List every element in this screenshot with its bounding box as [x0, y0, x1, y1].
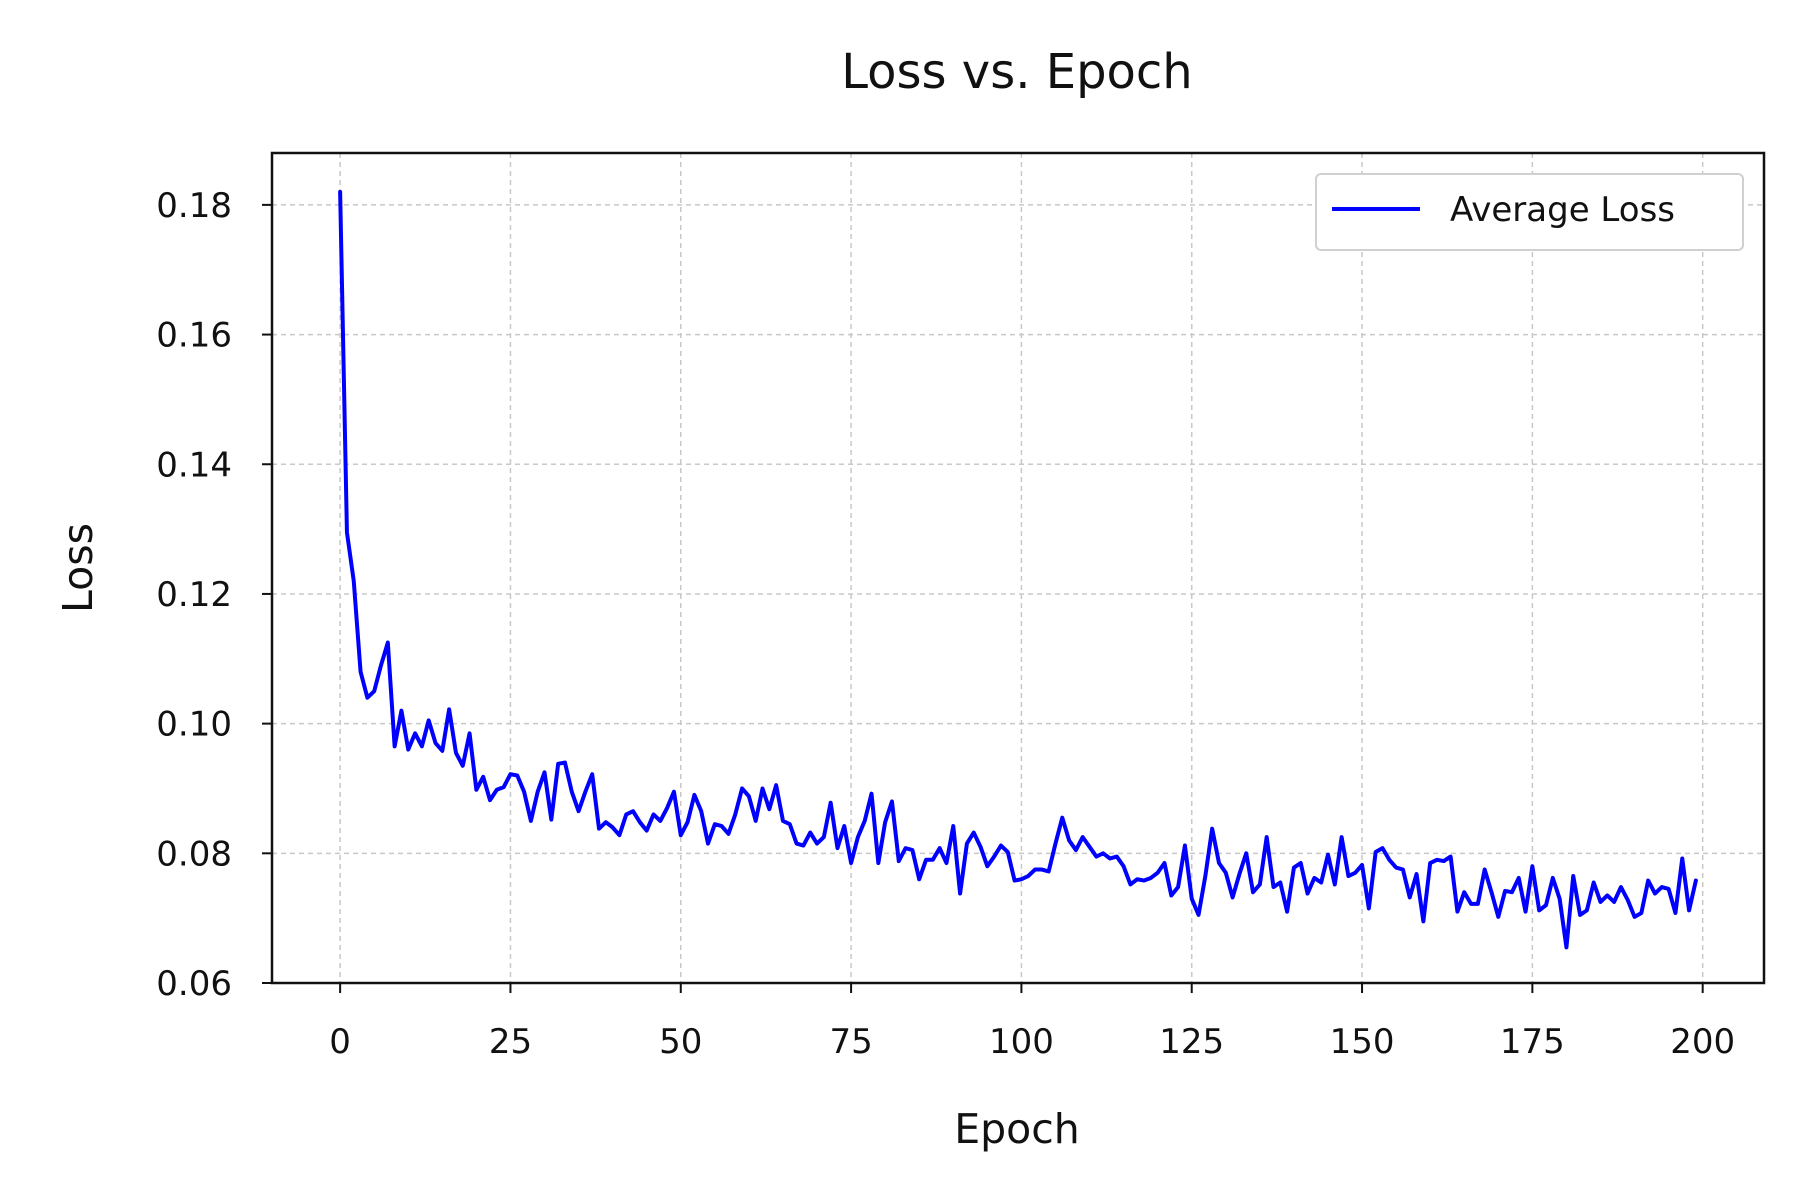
axis-ticks: 0 25 50 75 100 125 150 175 200 0.06 0.08 0.10 0.12 0.…: [156, 186, 1735, 1062]
legend-series-label: Average Loss: [1450, 190, 1675, 230]
y-tick-label: 0.14: [156, 445, 232, 485]
x-tick-label: 50: [659, 1022, 702, 1062]
y-tick-label: 0.18: [156, 186, 232, 226]
x-tick-label: 75: [829, 1022, 872, 1062]
x-axis-label: Epoch: [954, 1105, 1080, 1153]
y-axis-label: Loss: [54, 523, 102, 613]
y-tick-label: 0.10: [156, 705, 232, 745]
chart-title: Loss vs. Epoch: [841, 44, 1192, 100]
legend: Average Loss: [1315, 173, 1744, 251]
plot-frame: [270, 151, 1766, 985]
y-tick-label: 0.08: [156, 834, 232, 874]
y-tick-label: 0.06: [156, 964, 232, 1004]
y-tick-label: 0.12: [156, 575, 232, 615]
x-tick-label: 0: [329, 1022, 351, 1062]
x-tick-label: 175: [1500, 1022, 1565, 1062]
series-layer: [338, 189, 1698, 950]
x-tick-label: 150: [1330, 1022, 1395, 1062]
legend-box: [1315, 173, 1744, 251]
x-tick-label: 100: [989, 1022, 1054, 1062]
average-loss-line: [338, 189, 1698, 950]
x-tick-label: 125: [1159, 1022, 1224, 1062]
x-tick-label: 25: [489, 1022, 532, 1062]
x-tick-label: 200: [1670, 1022, 1735, 1062]
y-tick-label: 0.16: [156, 316, 232, 356]
